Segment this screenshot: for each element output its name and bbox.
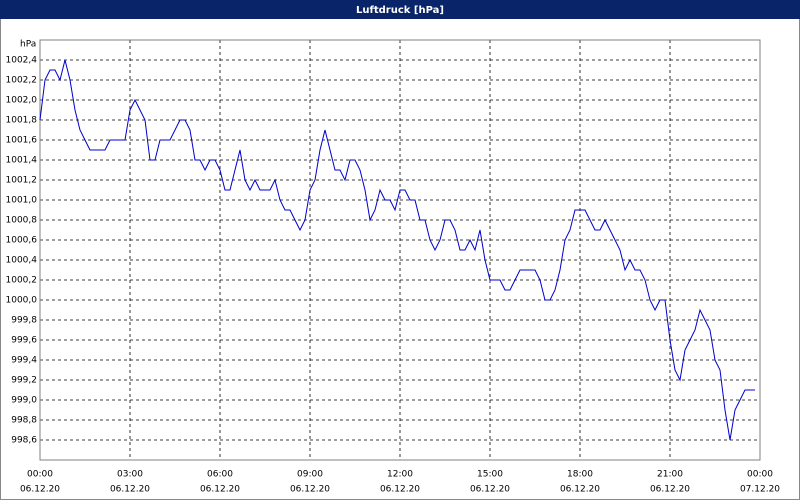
y-tick-label: 1001,4 xyxy=(6,156,38,166)
x-tick-date: 06.12.20 xyxy=(200,485,240,495)
x-tick-date: 06.12.20 xyxy=(290,485,330,495)
x-tick-label: 15:00 xyxy=(477,470,503,480)
y-tick-label: 1001,2 xyxy=(6,176,38,186)
x-tick-date: 06.12.20 xyxy=(560,485,600,495)
y-tick-label: 999,2 xyxy=(11,376,37,386)
y-tick-label: 1000,0 xyxy=(6,296,38,306)
x-tick-label: 00:00 xyxy=(27,470,53,480)
plot-frame xyxy=(39,39,761,461)
y-tick-label: 1000,4 xyxy=(6,256,38,266)
x-tick-label: 03:00 xyxy=(117,470,143,480)
x-tick-label: 18:00 xyxy=(567,470,593,480)
x-tick-label: 12:00 xyxy=(387,470,413,480)
y-tick-label: 1000,2 xyxy=(6,276,38,286)
y-unit-label: hPa xyxy=(20,40,36,50)
x-tick-date: 06.12.20 xyxy=(20,485,60,495)
x-tick-date: 06.12.20 xyxy=(650,485,690,495)
y-tick-label: 999,4 xyxy=(11,356,37,366)
x-tick-label: 00:00 xyxy=(747,470,773,480)
y-tick-label: 999,6 xyxy=(11,336,37,346)
title-bar xyxy=(0,0,800,19)
chart-title: Luftdruck [hPa] xyxy=(356,5,444,16)
x-tick-label: 09:00 xyxy=(297,470,323,480)
x-tick-date: 06.12.20 xyxy=(470,485,510,495)
y-tick-label: 1002,2 xyxy=(6,76,38,86)
x-tick-label: 21:00 xyxy=(657,470,683,480)
x-tick-label: 06:00 xyxy=(207,470,233,480)
y-tick-label: 998,6 xyxy=(11,436,37,446)
x-tick-date: 06.12.20 xyxy=(380,485,420,495)
y-tick-label: 1000,6 xyxy=(6,236,38,246)
y-tick-label: 998,8 xyxy=(11,416,37,426)
y-tick-label: 1002,4 xyxy=(6,56,38,66)
y-tick-label: 999,0 xyxy=(11,396,37,406)
y-tick-label: 999,8 xyxy=(11,316,37,326)
line-series xyxy=(39,59,755,441)
y-tick-label: 1002,0 xyxy=(6,96,38,106)
y-tick-label: 1000,8 xyxy=(6,216,38,226)
y-tick-label: 1001,8 xyxy=(6,116,38,126)
x-tick-date: 06.12.20 xyxy=(110,485,150,495)
y-tick-label: 1001,0 xyxy=(6,196,38,206)
x-tick-date: 07.12.20 xyxy=(740,485,780,495)
y-tick-label: 1001,6 xyxy=(6,136,38,146)
